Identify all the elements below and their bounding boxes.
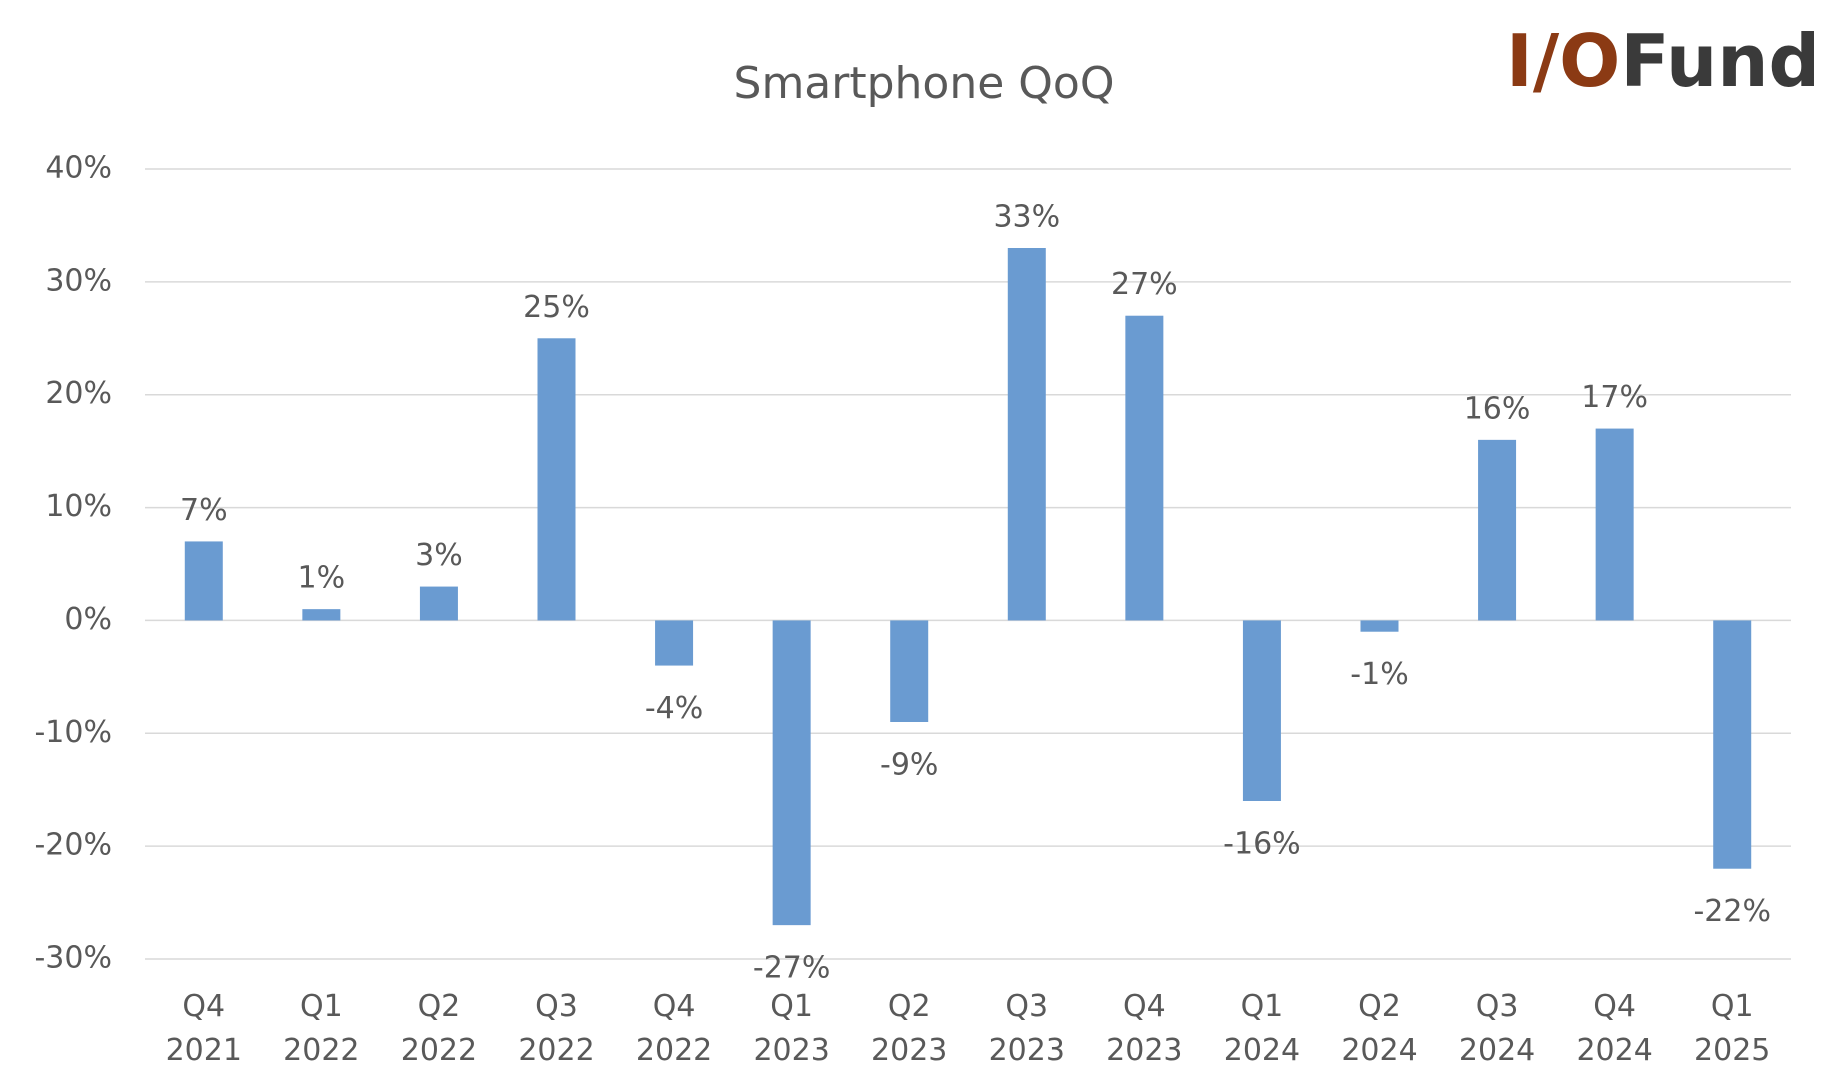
- x-tick-label: Q2 2024: [1341, 989, 1417, 1068]
- value-label: 1%: [298, 561, 346, 596]
- value-label: -22%: [1693, 894, 1771, 929]
- x-tick-label-line: Q3: [535, 989, 578, 1024]
- chart-title: Smartphone QoQ: [734, 58, 1115, 109]
- value-label: 7%: [180, 493, 228, 528]
- x-tick-label-line: 2023: [1106, 1033, 1182, 1068]
- x-tick-label-line: Q1: [1241, 989, 1284, 1024]
- value-label: 27%: [1111, 267, 1178, 302]
- bar: [1595, 428, 1634, 621]
- y-tick-label: 10%: [45, 489, 112, 524]
- x-tick-label: Q4 2023: [1106, 989, 1182, 1068]
- y-tick-label: -10%: [34, 715, 112, 750]
- x-tick-label-line: Q2: [1358, 989, 1401, 1024]
- x-tick-label-line: 2021: [166, 1033, 242, 1068]
- value-label: -27%: [753, 951, 831, 986]
- bar: [302, 609, 341, 621]
- bar: [1007, 248, 1046, 621]
- bar: [1125, 315, 1164, 621]
- value-label: 17%: [1581, 380, 1648, 415]
- value-label: -16%: [1223, 827, 1301, 862]
- bar: [1478, 439, 1517, 621]
- x-tick-label-line: 2022: [283, 1033, 359, 1068]
- x-tick-label-line: Q1: [300, 989, 343, 1024]
- value-label: 16%: [1464, 391, 1531, 426]
- x-tick-label: Q4 2022: [636, 989, 712, 1068]
- x-tick-label: Q4 2021: [166, 989, 242, 1068]
- x-tick-label: Q3 2024: [1459, 989, 1535, 1068]
- x-tick-label-line: 2022: [518, 1033, 594, 1068]
- x-tick-label-line: 2024: [1341, 1033, 1417, 1068]
- x-tick-label-line: Q1: [1711, 989, 1754, 1024]
- y-tick-label: 30%: [45, 263, 112, 298]
- x-tick-label: Q3 2023: [989, 989, 1065, 1068]
- bar: [1713, 620, 1752, 869]
- bar: [537, 338, 576, 621]
- value-label: 33%: [993, 200, 1060, 235]
- value-label: -1%: [1350, 657, 1408, 692]
- x-tick-label-line: 2024: [1459, 1033, 1535, 1068]
- bar: [655, 620, 694, 666]
- x-tick-label-line: Q4: [1593, 989, 1636, 1024]
- y-tick-label: 40%: [45, 151, 112, 186]
- bar: [890, 620, 929, 722]
- logo: I/OFund: [1506, 19, 1820, 103]
- x-tick-label-line: Q2: [418, 989, 461, 1024]
- logo-rest: Fund: [1620, 19, 1820, 103]
- x-tick-label-line: 2022: [636, 1033, 712, 1068]
- y-tick-label: -20%: [34, 828, 112, 863]
- x-tick-label: Q3 2022: [518, 989, 594, 1068]
- y-tick-label: -30%: [34, 941, 112, 976]
- x-tick-label-line: 2022: [401, 1033, 477, 1068]
- x-tick-label: Q1 2024: [1224, 989, 1300, 1068]
- value-label: -4%: [645, 691, 703, 726]
- x-tick-label: Q4 2024: [1576, 989, 1652, 1068]
- x-tick-label-line: Q3: [1476, 989, 1519, 1024]
- x-tick-label-line: 2023: [871, 1033, 947, 1068]
- logo-accent: I/O: [1506, 19, 1620, 103]
- x-tick-label-line: 2024: [1576, 1033, 1652, 1068]
- x-tick-label: Q1 2022: [283, 989, 359, 1068]
- x-tick-label-line: Q1: [770, 989, 813, 1024]
- value-label: 25%: [523, 290, 590, 325]
- y-tick-label: 20%: [45, 376, 112, 411]
- y-tick-label: 0%: [64, 602, 112, 637]
- value-label: 3%: [415, 538, 463, 573]
- x-tick-label-line: 2025: [1694, 1033, 1770, 1068]
- x-tick-label: Q2 2023: [871, 989, 947, 1068]
- x-tick-label-line: Q4: [653, 989, 696, 1024]
- x-tick-label-line: Q3: [1005, 989, 1048, 1024]
- x-tick-label-line: Q4: [1123, 989, 1166, 1024]
- bar: [1242, 620, 1281, 801]
- bar: [772, 620, 811, 926]
- value-label: -9%: [880, 748, 938, 783]
- x-tick-label-line: 2024: [1224, 1033, 1300, 1068]
- x-tick-label: Q2 2022: [401, 989, 477, 1068]
- x-tick-label-line: Q4: [182, 989, 225, 1024]
- bar: [184, 541, 223, 621]
- x-tick-label-line: 2023: [989, 1033, 1065, 1068]
- x-tick-label: Q1 2023: [753, 989, 829, 1068]
- x-tick-label-line: 2023: [753, 1033, 829, 1068]
- bar: [1360, 620, 1399, 632]
- x-tick-label: Q1 2025: [1694, 989, 1770, 1068]
- x-tick-label-line: Q2: [888, 989, 931, 1024]
- bar: [419, 586, 458, 621]
